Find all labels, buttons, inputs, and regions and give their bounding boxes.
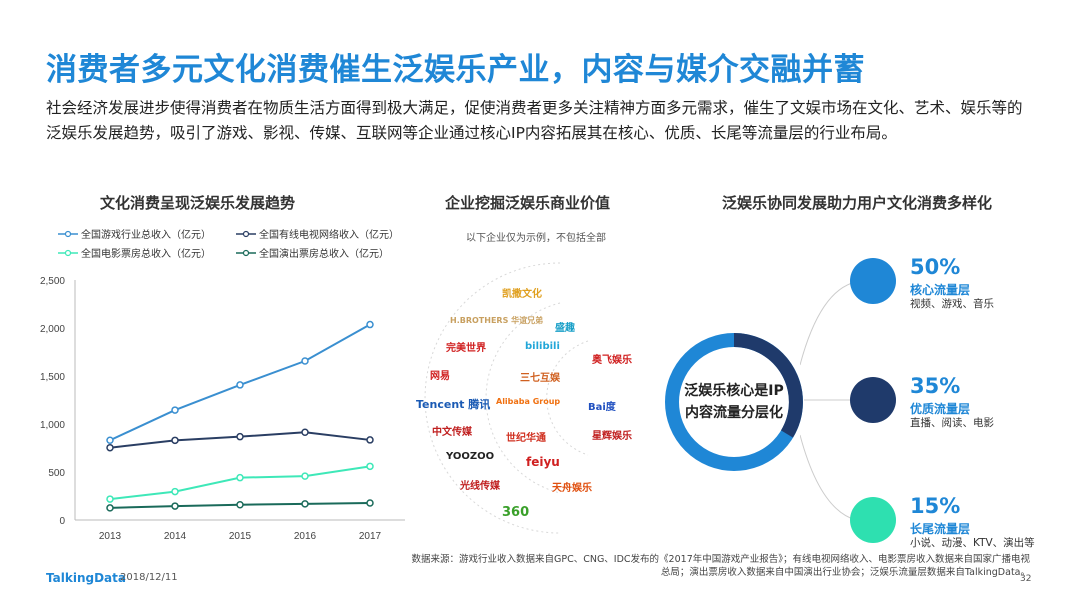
x-tick-label: 2013 bbox=[99, 531, 122, 542]
logo-xinghui: 星辉娱乐 bbox=[592, 431, 632, 442]
series-0-point bbox=[366, 320, 374, 329]
series-2-point bbox=[366, 462, 374, 471]
data-source: 数据来源：游戏行业收入数据来自GPC、CNG、IDC发布的《2017年中国游戏产… bbox=[300, 553, 1030, 579]
data-source-line2: 总局；演出票房收入数据来自中国演出行业协会；泛娱乐流量层数据来自TalkingD… bbox=[660, 567, 1030, 578]
series-0-point bbox=[301, 357, 309, 365]
x-tick-label: 2014 bbox=[164, 531, 187, 542]
series-2-point bbox=[106, 495, 114, 503]
series-3-point bbox=[366, 499, 374, 507]
legend-item-cable: 全国有线电视网络收入（亿元） bbox=[236, 226, 399, 241]
logo-feiyu: feiyu bbox=[526, 455, 560, 469]
y-tick-label: 2,000 bbox=[40, 324, 65, 335]
data-source-line1: 数据来源：游戏行业收入数据来自GPC、CNG、IDC发布的《2017年中国游戏产… bbox=[411, 554, 1030, 565]
legend-item-show: 全国演出票房总收入（亿元） bbox=[236, 245, 389, 260]
logo-wanmei: 完美世界 bbox=[446, 343, 486, 354]
series-1-point bbox=[301, 428, 309, 437]
y-tick-label: 2,500 bbox=[40, 276, 65, 287]
right-section-title: 泛娱乐协同发展助力用户文化消费多样化 bbox=[722, 194, 993, 212]
longtail-layer-name: 长尾流量层 bbox=[910, 522, 971, 536]
logo-shiji: 世纪华通 bbox=[506, 433, 546, 444]
logo-arcs bbox=[424, 262, 589, 534]
logo-yoozoo: YOOZOO bbox=[446, 451, 495, 462]
logo-tianzhou: 天舟娱乐 bbox=[552, 483, 592, 494]
logo-netease: 网易 bbox=[430, 371, 450, 382]
series-0-point bbox=[171, 406, 179, 414]
longtail-layer-pct: 15% bbox=[910, 494, 961, 518]
series-3-point bbox=[301, 500, 309, 508]
quality-layer-pct: 35% bbox=[910, 374, 961, 398]
legend-item-game: 全国游戏行业总收入（亿元） bbox=[58, 226, 211, 241]
legend-marker-cable bbox=[236, 230, 256, 237]
series-3-point bbox=[106, 504, 114, 512]
series-1-point bbox=[171, 436, 179, 445]
logo-guangxian: 光线传媒 bbox=[460, 481, 500, 492]
series-0-point bbox=[236, 381, 244, 389]
series-line-2 bbox=[109, 465, 371, 501]
line-chart: 0 500 1,000 1,500 2,000 2,500 2013 2014 2015 2016… bbox=[40, 276, 405, 542]
logo-baidu: Bai度 bbox=[588, 402, 616, 413]
core-layer-pct: 50% bbox=[910, 255, 961, 279]
y-tick-label: 1,000 bbox=[40, 420, 65, 431]
legend-label-movie: 全国电影票房总收入（亿元） bbox=[81, 249, 211, 260]
company-logos: 凯撒文化 H.BROTHERS 华谊兄弟 盛趣 完美世界 bilibili 网易… bbox=[410, 255, 650, 535]
ring-label-line1: 泛娱乐核心是IP bbox=[684, 383, 784, 399]
series-2-point bbox=[301, 472, 309, 480]
logo-huayi: H.BROTHERS 华谊兄弟 bbox=[450, 316, 544, 325]
left-section-title: 文化消费呈现泛娱乐发展趋势 bbox=[100, 194, 296, 212]
logo-alibaba: Alibaba Group bbox=[496, 397, 561, 406]
longtail-layer-circle bbox=[850, 497, 896, 543]
x-tick-label: 2017 bbox=[359, 531, 382, 542]
quality-layer-circle bbox=[850, 377, 896, 423]
series-1-point bbox=[366, 436, 374, 444]
logo-bilibili: bilibili bbox=[525, 341, 560, 352]
quality-layer-name: 优质流量层 bbox=[910, 402, 971, 416]
x-tick-label: 2015 bbox=[229, 531, 252, 542]
layer-connectors bbox=[800, 281, 857, 521]
x-tick-label: 2016 bbox=[294, 531, 317, 542]
logo-zhongwen: 中文传媒 bbox=[432, 427, 472, 438]
legend-item-movie: 全国电影票房总收入（亿元） bbox=[58, 245, 211, 260]
longtail-layer-desc: 小说、动漫、KTV、演出等 bbox=[910, 537, 1035, 549]
legend-label-game: 全国游戏行业总收入（亿元） bbox=[81, 230, 211, 241]
series-0-point bbox=[106, 436, 114, 444]
logo-kaisa: 凯撒文化 bbox=[502, 289, 542, 300]
example-note: 以下企业仅为示例，不包括全部 bbox=[466, 233, 606, 244]
legend-label-show: 全国演出票房总收入（亿元） bbox=[259, 249, 389, 260]
ip-ring: 泛娱乐核心是IP 内容流量分层化 bbox=[662, 330, 806, 474]
y-tick-label: 0 bbox=[59, 516, 65, 527]
series-3-point bbox=[236, 500, 244, 509]
logo-tencent: Tencent 腾讯 bbox=[416, 398, 491, 411]
middle-section-title: 企业挖掘泛娱乐商业价值 bbox=[445, 194, 611, 212]
series-3-point bbox=[171, 502, 179, 510]
logo-360: 360 bbox=[502, 505, 530, 520]
series-1-point bbox=[236, 432, 244, 441]
footer-date: 2018/12/11 bbox=[120, 572, 178, 583]
logo-aofei: 奥飞娱乐 bbox=[592, 355, 632, 366]
page-title: 消费者多元文化消费催生泛娱乐产业，内容与媒介交融并蓄 bbox=[46, 52, 865, 88]
legend-label-cable: 全国有线电视网络收入（亿元） bbox=[259, 230, 399, 241]
talkingdata-logo: TalkingData bbox=[46, 571, 126, 585]
ring-label: 泛娱乐核心是IP 内容流量分层化 bbox=[662, 380, 806, 424]
page-number: 32 bbox=[1020, 574, 1032, 584]
legend-marker-show bbox=[236, 249, 256, 256]
series-1-point bbox=[106, 443, 114, 452]
core-layer-circle bbox=[850, 258, 896, 304]
legend-marker-movie bbox=[58, 249, 78, 256]
ring-graphic bbox=[665, 333, 803, 471]
logo-shengqu: 盛趣 bbox=[555, 323, 575, 334]
ring-label-line2: 内容流量分层化 bbox=[685, 405, 783, 421]
y-tick-label: 500 bbox=[48, 468, 65, 479]
y-tick-label: 1,500 bbox=[40, 372, 65, 383]
core-layer-desc: 视频、游戏、音乐 bbox=[910, 298, 994, 310]
quality-layer-desc: 直播、阅读、电影 bbox=[910, 417, 994, 429]
series-2-point bbox=[171, 487, 179, 496]
series-2-point bbox=[236, 473, 244, 482]
logo-37: 三七互娱 bbox=[520, 373, 560, 384]
intro-paragraph: 社会经济发展进步使得消费者在物质生活方面得到极大满足，促使消费者更多关注精神方面… bbox=[46, 99, 1023, 142]
core-layer-name: 核心流量层 bbox=[910, 283, 971, 297]
legend-marker-game bbox=[58, 230, 78, 237]
